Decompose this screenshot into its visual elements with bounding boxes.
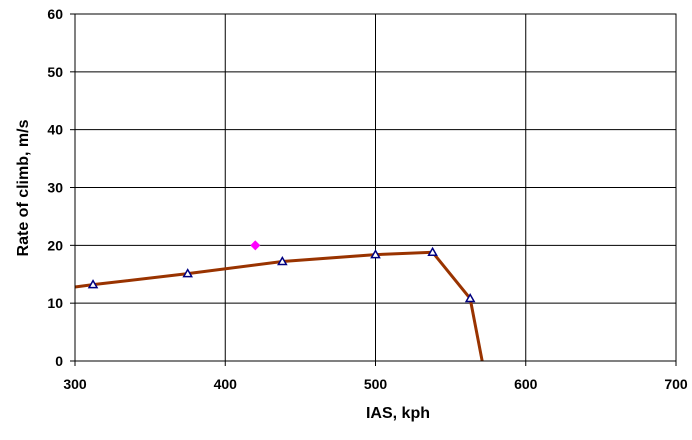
x-axis-label: IAS, kph [366,405,430,422]
point [250,240,261,251]
marker [182,268,193,278]
y-tick-label: 0 [55,353,63,369]
y-tick-label: 60 [47,6,63,22]
y-tick-label: 20 [47,237,63,253]
line [74,250,484,362]
y-tick-label: 50 [47,64,63,80]
y-tick-label: 30 [47,180,63,196]
y-tick-label: 10 [47,295,63,311]
x-tick-label: 600 [514,376,538,392]
y-tick-label: 40 [47,122,63,138]
y-axis-label: Rate of climb, m/s [15,119,32,256]
marker [464,293,476,303]
x-tick-label: 700 [664,376,688,392]
x-tick-label: 400 [214,376,238,392]
plot-frame [74,13,677,362]
marker [427,246,438,257]
marker [87,279,99,289]
marker [370,249,381,259]
marker [277,256,288,266]
x-tick-label: 500 [364,376,388,392]
x-tick-label: 300 [63,376,87,392]
